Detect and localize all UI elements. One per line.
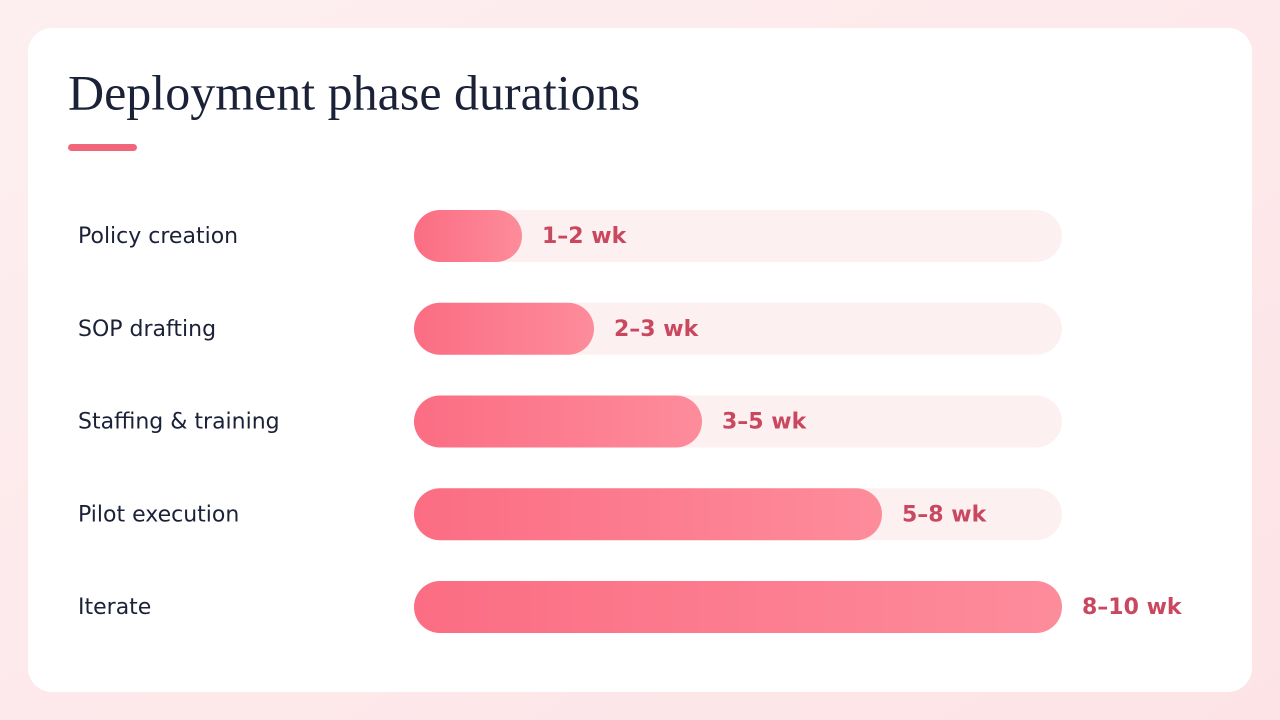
- bar-track: [414, 210, 1062, 262]
- category-label: Pilot execution: [78, 502, 239, 527]
- value-label: 1–2 wk: [542, 224, 628, 249]
- bar: [414, 488, 882, 541]
- chart-title: Deployment phase durations: [68, 64, 640, 120]
- title-underline: [68, 144, 137, 151]
- bar: [414, 302, 594, 355]
- category-label: Staffing & training: [78, 410, 280, 435]
- bar: [414, 581, 1062, 633]
- category-label: Iterate: [78, 595, 151, 620]
- value-label: 2–3 wk: [614, 317, 700, 342]
- bars: Policy creation 1–2 wk SOP drafting 2–3 wk S…: [78, 210, 1183, 633]
- value-label: 3–5 wk: [722, 410, 808, 435]
- bar: [414, 395, 702, 448]
- category-label: SOP drafting: [78, 317, 216, 342]
- value-label: 8–10 wk: [1082, 595, 1183, 620]
- category-label: Policy creation: [78, 224, 238, 249]
- value-label: 5–8 wk: [902, 502, 988, 527]
- bar: [414, 210, 522, 262]
